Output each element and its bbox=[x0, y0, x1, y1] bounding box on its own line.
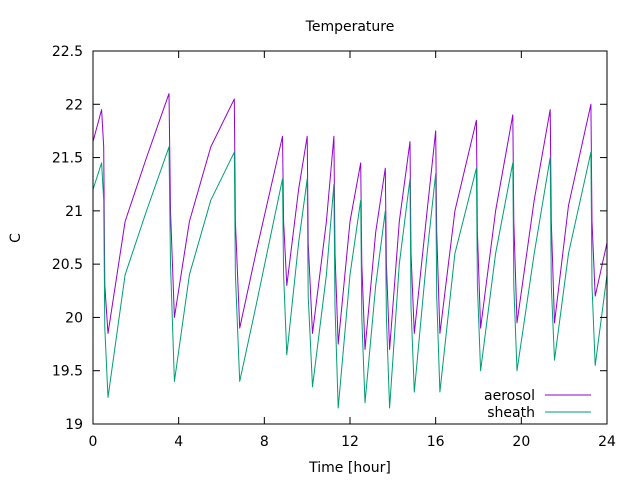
x-tick-label: 0 bbox=[89, 434, 98, 450]
legend-label-sheath: sheath bbox=[487, 405, 535, 421]
x-tick-label: 16 bbox=[427, 434, 445, 450]
plot-lines bbox=[92, 93, 608, 409]
series-line-aerosol bbox=[92, 93, 608, 350]
y-tick-label: 21.5 bbox=[52, 151, 83, 167]
plot-frame bbox=[92, 50, 608, 425]
x-tick-label: 20 bbox=[512, 434, 530, 450]
y-tick-label: 19.5 bbox=[52, 364, 83, 380]
y-tick-label: 20.5 bbox=[52, 257, 83, 273]
x-axis-label: Time [hour] bbox=[308, 460, 391, 476]
x-tick-label: 12 bbox=[341, 434, 359, 450]
axis-tick-labels: 0 4 8 12 16 20 24 19 19.5 20 20.5 21 21.5 22 22.5 bbox=[52, 44, 616, 450]
series-line-sheath bbox=[92, 146, 608, 409]
y-tick-label: 20 bbox=[65, 310, 83, 326]
legend-label-aerosol: aerosol bbox=[484, 388, 535, 404]
y-tick-label: 21 bbox=[65, 204, 83, 220]
y-tick-label: 22.5 bbox=[52, 44, 83, 60]
y-tick-label: 19 bbox=[65, 417, 83, 433]
chart-title: Temperature bbox=[305, 19, 395, 35]
y-axis-label: C bbox=[8, 233, 24, 243]
x-tick-label: 24 bbox=[598, 434, 616, 450]
x-tick-label: 4 bbox=[174, 434, 183, 450]
x-tick-label: 8 bbox=[260, 434, 269, 450]
y-tick-label: 22 bbox=[65, 97, 83, 113]
